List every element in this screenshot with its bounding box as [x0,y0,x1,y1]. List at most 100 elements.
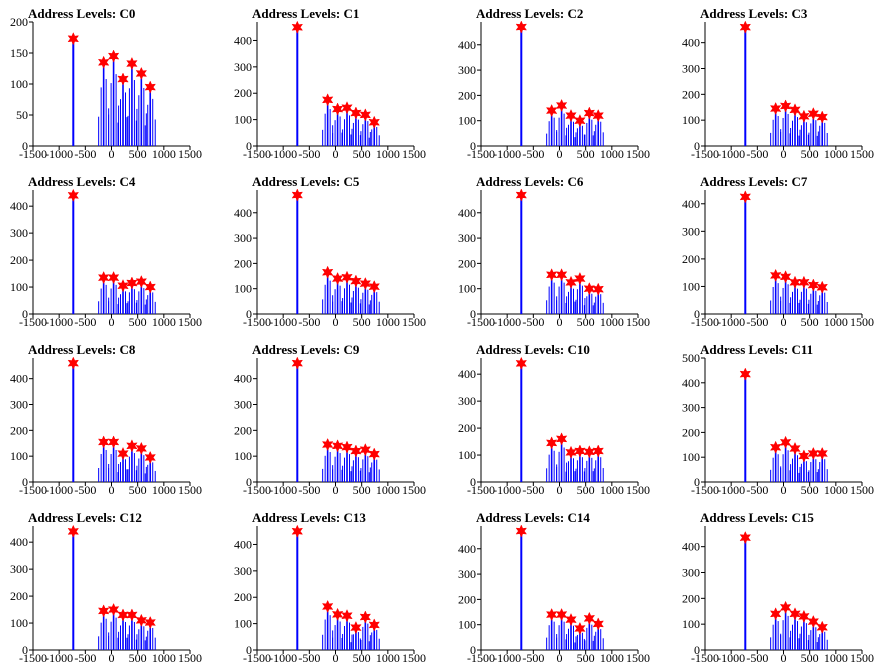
histogram-panel: Address Levels: C4 0 100 200 300 400 -1500 -100… [0,168,224,336]
histogram-plot: 0 100 200 300 400 -1500-1000 -500 0 500 1000 1500 [458,356,650,497]
y-tick-label: 200 [10,253,28,267]
x-tick-label: -500 [522,147,544,161]
peak-marker [350,620,362,635]
x-tick-label: 0 [109,651,115,665]
y-tick-label: 300 [682,224,700,238]
y-tick-label: 100 [10,280,28,294]
peak-marker [769,268,782,283]
y-tick-label: 200 [10,589,28,603]
x-tick-label: -1000 [717,483,745,497]
x-tick-label: -1000 [493,147,521,161]
peak-marker [291,524,304,538]
histogram-panel: Address Levels: C15 0 100 200 300 400 -1500 -10… [672,504,896,672]
x-tick-label: -1000 [269,147,297,161]
y-tick-label: 0 [246,643,252,657]
x-tick-label: 1000 [600,651,624,665]
x-tick-label: 1500 [850,315,874,329]
peak-marker [144,80,156,94]
peak-marker [545,103,558,118]
x-tick-label: 1500 [402,483,426,497]
y-tick-label: 0 [22,475,28,489]
panel-title: Address Levels: C10 [476,342,590,357]
histogram-plot: 0 100 200 300 400 -1500-1000 -500 0 500 1000 1500 [10,188,202,329]
y-tick-label: 300 [10,226,28,240]
y-tick-label: 400 [234,537,252,551]
peak-marker [291,356,304,370]
x-tick-label: -1000 [45,651,73,665]
peak-marker [341,101,353,115]
histogram-panel: Address Levels: C9 0 100 200 300 400 -1500 -100… [224,336,448,504]
peak-marker [331,271,344,286]
panel-title: Address Levels: C0 [28,6,136,21]
peak-marker [359,610,372,624]
y-tick-label: 100 [458,282,476,296]
y-tick-label: 400 [10,199,28,213]
peak-marker [592,109,604,123]
y-tick-label: 300 [682,566,700,580]
peak-marker [769,440,782,454]
x-tick-label: 1000 [600,147,624,161]
x-tick-label: -1000 [45,147,73,161]
x-tick-label: 1500 [178,315,202,329]
peak-marker [107,435,120,449]
peak-marker [341,440,353,454]
histogram-plot: 0 100 200 300 400 -1500-1000 -500 0 500 1000 1500 [682,526,874,665]
peak-marker [816,280,828,294]
y-tick-label: 300 [682,401,700,415]
y-tick-label: 100 [10,449,28,463]
y-tick-label: 200 [458,88,476,102]
peak-marker [359,443,372,457]
x-tick-label: 1000 [376,651,400,665]
peak-marker [798,275,810,289]
y-tick-label: 0 [694,643,700,657]
peak-marker [144,450,156,465]
y-tick-label: 200 [234,86,252,100]
y-tick-label: 100 [682,279,700,293]
x-tick-label: -1500 [243,483,271,497]
x-tick-label: 1500 [402,147,426,161]
y-tick-label: 100 [458,448,476,462]
x-tick-label: 1500 [178,651,202,665]
peak-marker [97,270,110,285]
x-tick-label: 1500 [626,147,650,161]
peak-marker [67,524,80,539]
y-tick-label: 100 [458,618,476,632]
x-tick-label: -500 [522,315,544,329]
histogram-panel: Address Levels: C6 0 100 200 300 400 -1500 -100… [448,168,672,336]
y-tick-label: 0 [22,139,28,153]
peak-marker [291,188,304,202]
x-tick-label: 1500 [626,483,650,497]
x-tick-label: 1500 [402,315,426,329]
peak-marker [126,56,138,71]
x-tick-label: 0 [781,315,787,329]
histogram-panel: Address Levels: C3 0 100 200 300 400 -1500 -100… [672,0,896,168]
peak-marker [565,109,577,123]
x-tick-label: -1500 [243,651,271,665]
peak-marker [117,279,129,293]
peak-marker [555,432,568,446]
x-tick-label: 500 [129,315,147,329]
x-tick-label: 500 [577,315,595,329]
y-tick-label: 200 [458,256,476,270]
x-tick-label: -1500 [467,315,495,329]
x-tick-label: -500 [522,483,544,497]
x-tick-label: -1500 [19,651,47,665]
x-tick-label: 500 [129,483,147,497]
histogram-plot: 0 100 200 300 400 -1500-1000 -500 0 500 1000 1500 [234,20,426,161]
peak-marker [779,435,792,449]
y-tick-label: 200 [10,423,28,437]
peak-marker [67,188,80,203]
y-tick-label: 400 [10,535,28,549]
x-tick-label: -1000 [45,315,73,329]
y-tick-label: 300 [234,60,252,74]
y-tick-label: 300 [458,567,476,581]
histogram-plot: 0 100 200 300 400 -1500-1000 -500 0 500 1000 1500 [234,188,426,329]
x-tick-label: 0 [557,147,563,161]
x-tick-label: 0 [109,483,115,497]
peak-marker [574,621,586,636]
peak-marker [135,275,148,289]
histogram-panel: Address Levels: C5 0 100 200 300 400 -1500 -100… [224,168,448,336]
peak-marker [331,102,344,116]
peak-marker [545,607,558,622]
